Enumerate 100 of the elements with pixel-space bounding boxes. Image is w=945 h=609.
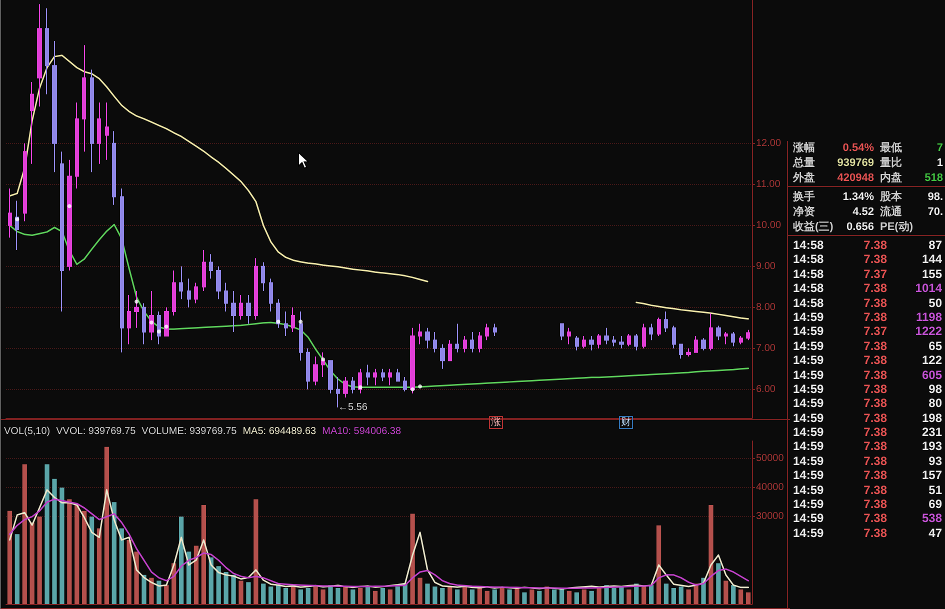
bar — [514, 588, 520, 604]
text: 14:59 7.38 69 — [793, 497, 942, 512]
text: 14:58 7.38 1014 — [793, 281, 942, 296]
y-tick-label: 30000 — [756, 511, 784, 522]
y-tick-label: 10.00 — [756, 220, 782, 231]
candlestick — [694, 336, 698, 353]
text: VOLUME: 939769.75 — [142, 426, 237, 438]
bar — [596, 588, 602, 604]
point — [276, 320, 280, 324]
text: MA10: 594006.38 — [322, 426, 402, 438]
candlestick — [470, 331, 474, 353]
point — [149, 320, 154, 325]
bar — [642, 586, 646, 604]
bar — [589, 590, 594, 604]
point — [298, 320, 303, 324]
text: 14:59 7.37 1222 — [793, 324, 942, 338]
bar — [395, 586, 400, 604]
candlestick — [597, 333, 601, 349]
candlestick — [493, 323, 497, 337]
point — [134, 300, 139, 304]
text: 14:59 7.38 193 — [793, 439, 942, 454]
text: 14:59 7.38 47 — [793, 526, 942, 540]
bar — [619, 586, 624, 604]
point — [67, 204, 72, 208]
bar — [694, 584, 698, 604]
candlestick — [209, 254, 213, 280]
candlestick — [679, 344, 683, 360]
bar — [119, 528, 124, 604]
annotation: 财 — [619, 416, 633, 429]
bar — [44, 464, 50, 604]
candlestick — [634, 333, 638, 351]
bar — [372, 590, 378, 604]
bar — [156, 580, 162, 604]
bar — [671, 588, 676, 604]
text: 换手 1.34% 股本 98. — [793, 191, 943, 203]
candlestick — [269, 278, 273, 312]
candlestick — [112, 130, 116, 206]
candlestick — [642, 323, 646, 349]
candlestick — [433, 331, 437, 353]
bar — [261, 584, 266, 604]
bar — [350, 589, 356, 604]
candlestick — [418, 323, 422, 345]
candlestick — [425, 327, 430, 349]
text: 14:59 7.38 51 — [793, 482, 942, 497]
bar — [507, 589, 512, 604]
bar — [380, 588, 386, 604]
text: 14:58 7.37 155 — [793, 266, 942, 281]
point — [15, 217, 20, 222]
candlestick — [120, 188, 124, 353]
candlestick — [45, 8, 49, 95]
bar — [612, 588, 616, 604]
bar — [246, 582, 251, 604]
bar — [238, 580, 244, 604]
candlestick — [440, 344, 445, 370]
bar — [746, 592, 751, 604]
bar — [365, 586, 370, 604]
text: 14:59 7.38 80 — [793, 396, 942, 410]
bar — [134, 552, 139, 604]
bar — [82, 510, 87, 604]
bar — [283, 588, 288, 604]
bar — [440, 588, 445, 604]
candlestick — [328, 360, 333, 394]
bar — [678, 586, 684, 604]
y-tick-label: 6.00 — [756, 384, 776, 395]
candlestick — [75, 102, 79, 190]
candlestick — [336, 376, 340, 408]
candlestick — [254, 258, 258, 320]
candlestick — [239, 294, 243, 320]
bar — [425, 584, 430, 604]
bar — [418, 578, 422, 604]
bar — [290, 586, 296, 604]
candlestick — [60, 151, 64, 312]
bar — [104, 446, 110, 604]
candlestick — [231, 290, 236, 332]
candlestick — [306, 348, 310, 390]
bar — [320, 589, 326, 604]
text: 14:59 7.38 538 — [793, 511, 942, 526]
bar — [89, 516, 94, 604]
y-tick-label: 50000 — [756, 452, 784, 464]
bar — [470, 589, 475, 604]
bar — [231, 574, 236, 604]
bar — [656, 525, 662, 604]
candlestick — [560, 323, 564, 341]
candlestick — [478, 331, 482, 353]
bar — [738, 589, 744, 604]
bar — [484, 590, 490, 604]
candlestick — [23, 142, 27, 222]
bar — [574, 592, 580, 604]
bar — [149, 578, 154, 604]
candlestick — [172, 270, 176, 316]
text: 外盘 420948 内盘 518 — [793, 172, 943, 184]
y-tick-label: 12.00 — [756, 138, 782, 149]
annotation: 涨 — [489, 416, 503, 429]
bar — [306, 588, 310, 604]
candlestick — [664, 310, 668, 332]
bar — [14, 534, 20, 604]
candlestick — [105, 102, 109, 160]
bar — [537, 590, 542, 604]
text: 涨幅 0.54% 最低 7 — [793, 142, 943, 154]
text: 14:59 7.38 65 — [793, 338, 942, 353]
